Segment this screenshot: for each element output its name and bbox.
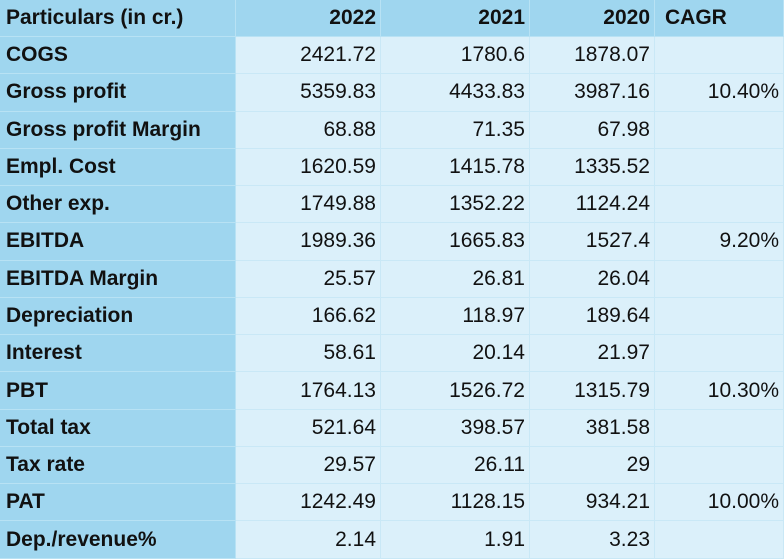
value-cell: 26.11 (381, 446, 530, 485)
value-cell: 1315.79 (530, 372, 655, 410)
value-cell: 398.57 (381, 409, 530, 447)
row-label: Interest (0, 335, 236, 373)
header-cell: 2021 (381, 0, 530, 37)
value-cell: 3.23 (530, 521, 655, 559)
value-cell: 189.64 (530, 297, 655, 336)
value-cell: 1749.88 (236, 186, 381, 224)
value-cell: 29 (530, 446, 655, 485)
value-cell: 1415.78 (381, 148, 530, 187)
value-cell (655, 186, 784, 224)
value-cell: 1352.22 (381, 186, 530, 224)
row-label: Gross profit Margin (0, 111, 236, 149)
row-label: Tax rate (0, 446, 236, 485)
value-cell: 1620.59 (236, 148, 381, 187)
header-cell: CAGR (655, 0, 784, 37)
value-cell: 9.20% (655, 223, 784, 261)
value-cell: 1335.52 (530, 148, 655, 187)
row-label: Depreciation (0, 297, 236, 336)
value-cell: 2.14 (236, 521, 381, 559)
row-label: COGS (0, 37, 236, 75)
value-cell: 25.57 (236, 260, 381, 298)
row-label: Gross profit (0, 74, 236, 112)
value-cell: 68.88 (236, 111, 381, 149)
value-cell: 3987.16 (530, 74, 655, 112)
value-cell (655, 148, 784, 187)
value-cell: 1527.4 (530, 223, 655, 261)
value-cell: 521.64 (236, 409, 381, 447)
header-cell: Particulars (in cr.) (0, 0, 236, 37)
row-label: Other exp. (0, 186, 236, 224)
value-cell (655, 111, 784, 149)
value-cell: 1128.15 (381, 484, 530, 522)
row-label: EBITDA (0, 223, 236, 261)
row-label: PAT (0, 484, 236, 522)
value-cell: 21.97 (530, 335, 655, 373)
value-cell (655, 260, 784, 298)
value-cell: 1124.24 (530, 186, 655, 224)
value-cell (655, 409, 784, 447)
value-cell (655, 37, 784, 75)
value-cell: 1878.07 (530, 37, 655, 75)
value-cell: 1526.72 (381, 372, 530, 410)
value-cell: 4433.83 (381, 74, 530, 112)
row-label: PBT (0, 372, 236, 410)
value-cell: 1989.36 (236, 223, 381, 261)
header-cell: 2020 (530, 0, 655, 37)
value-cell: 118.97 (381, 297, 530, 336)
value-cell (655, 335, 784, 373)
header-cell: 2022 (236, 0, 381, 37)
value-cell: 5359.83 (236, 74, 381, 112)
value-cell: 26.81 (381, 260, 530, 298)
value-cell: 29.57 (236, 446, 381, 485)
value-cell: 2421.72 (236, 37, 381, 75)
value-cell: 10.30% (655, 372, 784, 410)
row-label: EBITDA Margin (0, 260, 236, 298)
value-cell: 10.40% (655, 74, 784, 112)
row-label: Dep./revenue% (0, 521, 236, 559)
value-cell: 1780.6 (381, 37, 530, 75)
value-cell: 166.62 (236, 297, 381, 336)
value-cell: 934.21 (530, 484, 655, 522)
value-cell: 71.35 (381, 111, 530, 149)
value-cell (655, 297, 784, 336)
row-label: Total tax (0, 409, 236, 447)
value-cell: 20.14 (381, 335, 530, 373)
row-label: Empl. Cost (0, 148, 236, 187)
value-cell: 67.98 (530, 111, 655, 149)
value-cell: 10.00% (655, 484, 784, 522)
value-cell (655, 521, 784, 559)
value-cell: 1764.13 (236, 372, 381, 410)
value-cell: 1665.83 (381, 223, 530, 261)
value-cell: 58.61 (236, 335, 381, 373)
value-cell (655, 446, 784, 485)
value-cell: 26.04 (530, 260, 655, 298)
value-cell: 381.58 (530, 409, 655, 447)
value-cell: 1242.49 (236, 484, 381, 522)
value-cell: 1.91 (381, 521, 530, 559)
